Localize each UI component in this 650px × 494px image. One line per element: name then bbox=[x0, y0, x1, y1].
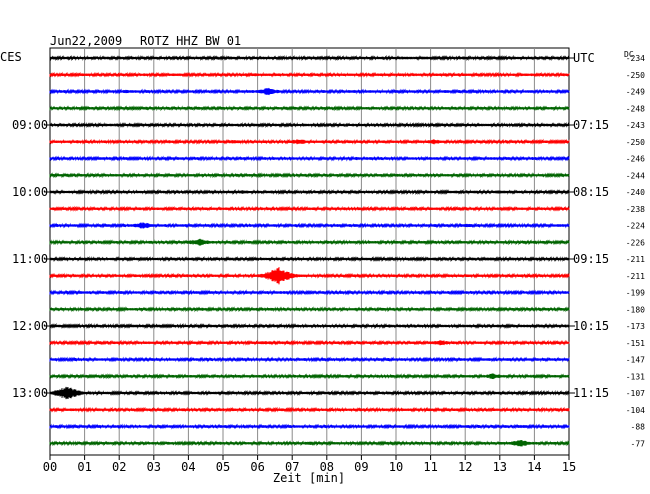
dc-offset-16: -173 bbox=[626, 322, 645, 331]
dc-offset-9: -238 bbox=[626, 205, 645, 214]
dc-offset-11: -226 bbox=[626, 238, 645, 247]
x-tick-label-12: 12 bbox=[458, 460, 472, 474]
x-tick-label-08: 08 bbox=[320, 460, 334, 474]
x-tick-label-00: 00 bbox=[43, 460, 57, 474]
dc-offset-12: -211 bbox=[626, 255, 645, 264]
chart-date: Jun22,2009 bbox=[50, 34, 122, 48]
left-zone-label: CES bbox=[0, 50, 22, 64]
left-time-label-09:00: 09:00 bbox=[12, 118, 48, 132]
x-tick-label-11: 11 bbox=[423, 460, 437, 474]
dc-offset-6: -246 bbox=[626, 155, 645, 164]
dc-offset-3: -248 bbox=[626, 104, 645, 113]
x-axis-ticks: 00 01 02 03 04 05 06 07 08 09 10 11 12 13 14 15 bbox=[43, 455, 576, 474]
dc-offset-14: -199 bbox=[626, 289, 645, 298]
x-tick-label-01: 01 bbox=[77, 460, 91, 474]
x-tick-label-13: 13 bbox=[493, 460, 507, 474]
x-tick-label-03: 03 bbox=[147, 460, 161, 474]
dc-offset-15: -180 bbox=[626, 305, 645, 314]
right-time-label-16: 10:15 bbox=[573, 319, 609, 333]
x-tick-label-15: 15 bbox=[562, 460, 576, 474]
dc-offset-7: -244 bbox=[626, 171, 645, 180]
x-tick-label-09: 09 bbox=[354, 460, 368, 474]
station-id: ROTZ HHZ BW 01 bbox=[140, 34, 241, 48]
x-tick-label-07: 07 bbox=[285, 460, 299, 474]
plot-frame bbox=[49, 47, 570, 456]
dc-offset-2: -249 bbox=[626, 88, 645, 97]
x-tick-label-10: 10 bbox=[389, 460, 403, 474]
right-time-label-12: 09:15 bbox=[573, 252, 609, 266]
dc-offset-10: -224 bbox=[626, 222, 645, 231]
dc-offset-22: -88 bbox=[631, 423, 646, 432]
dc-offset-13: -211 bbox=[626, 272, 645, 281]
grid-lines bbox=[84, 48, 535, 455]
left-time-labels: 09:00 10:00 11:00 12:00 13:00 bbox=[12, 118, 50, 400]
right-time-label-8: 08:15 bbox=[573, 185, 609, 199]
x-tick-label-02: 02 bbox=[112, 460, 126, 474]
left-time-label-11:00: 11:00 bbox=[12, 252, 48, 266]
right-time-label-0: UTC bbox=[573, 51, 595, 65]
dc-offset-0: -234 bbox=[626, 54, 645, 63]
left-time-label-10:00: 10:00 bbox=[12, 185, 48, 199]
dc-header: DC bbox=[624, 50, 634, 59]
dc-offset-21: -104 bbox=[626, 406, 645, 415]
x-tick-label-14: 14 bbox=[527, 460, 541, 474]
x-tick-label-05: 05 bbox=[216, 460, 230, 474]
dc-offset-17: -151 bbox=[626, 339, 645, 348]
dc-offset-labels: -234 -250 -249 -248 -243 -250 -246 -244 -240 -238… bbox=[626, 54, 645, 448]
right-time-labels: UTC 07:15 08:15 09:15 10:15 11:15 bbox=[569, 51, 609, 400]
x-tick-label-04: 04 bbox=[181, 460, 195, 474]
dc-offset-5: -250 bbox=[626, 138, 645, 147]
dc-offset-20: -107 bbox=[626, 389, 645, 398]
right-time-label-4: 07:15 bbox=[573, 118, 609, 132]
dc-offset-19: -131 bbox=[626, 372, 645, 381]
dc-offset-8: -240 bbox=[626, 188, 645, 197]
left-time-label-13:00: 13:00 bbox=[12, 386, 48, 400]
right-time-label-20: 11:15 bbox=[573, 386, 609, 400]
x-tick-label-06: 06 bbox=[250, 460, 264, 474]
dc-offset-4: -243 bbox=[626, 121, 645, 130]
dc-offset-23: -77 bbox=[631, 439, 646, 448]
dc-offset-1: -250 bbox=[626, 71, 645, 80]
x-axis-label: Zeit [min] bbox=[273, 471, 345, 485]
left-time-label-12:00: 12:00 bbox=[12, 319, 48, 333]
dc-offset-18: -147 bbox=[626, 356, 645, 365]
seismic-traces bbox=[49, 54, 570, 447]
